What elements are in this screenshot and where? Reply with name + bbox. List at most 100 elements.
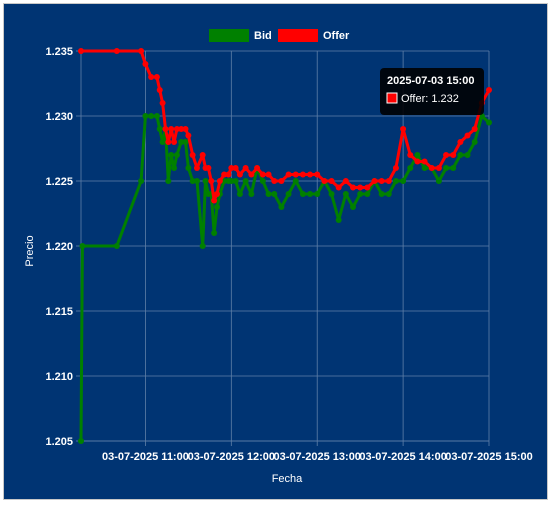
data-point-offer [193,165,200,171]
data-point-offer [328,178,335,184]
data-point-bid [421,165,428,171]
data-point-offer [464,132,471,139]
data-point-bid [168,152,175,158]
data-point-offer [178,126,185,132]
data-point-offer [371,178,378,184]
legend-item-offer[interactable]: Offer [278,29,350,42]
tooltip-offer-swatch [386,92,398,104]
data-point-offer [321,178,328,184]
series [78,48,492,444]
data-point-offer [435,165,442,171]
data-point-bid [285,191,292,197]
legend-swatch-offer [278,29,318,42]
data-point-bid [364,191,371,197]
data-point-offer [385,178,392,184]
data-point-offer [428,165,435,171]
data-point-offer [211,197,218,204]
x-tick-label: 03-07-2025 15:00 [445,451,532,463]
legend-label-offer: Offer [323,30,350,42]
data-point-bid [486,119,492,126]
y-tick-label: 1.220 [45,241,73,253]
data-point-bid [400,178,407,184]
data-point-offer [407,152,414,158]
data-point-offer [335,184,342,191]
price-chart: 1.205 1.210 1.215 1.220 1.225 1.230 1.235 03-07… [24,29,533,485]
data-point-offer [292,171,299,178]
data-point-bid [443,165,450,171]
data-point-bid [165,178,172,184]
data-point-offer [225,171,232,178]
data-point-bid [407,165,414,171]
data-point-bid [214,204,220,210]
tooltip-body: Offer: 1.232 [401,93,459,105]
x-tick-label: 03-07-2025 14:00 [359,451,446,463]
data-point-bid [185,165,192,171]
data-point-bid [357,191,364,197]
data-point-offer [159,100,166,106]
data-point-offer [450,152,457,158]
data-point-bid [314,191,321,197]
tooltip-title: 2025-07-03 15:00 [387,75,474,87]
data-point-offer [138,48,145,54]
data-point-offer [443,152,450,158]
data-point-bid [435,178,442,184]
data-point-bid [299,191,306,197]
data-point-bid [236,191,243,197]
data-point-bid [248,191,255,197]
legend[interactable]: Bid Offer [209,29,350,42]
data-point-bid [148,113,155,119]
data-point-bid [265,191,272,197]
data-point-offer [232,165,239,171]
data-point-offer [271,178,278,184]
data-point-offer [364,184,371,191]
data-point-bid [178,139,185,145]
data-point-bid [335,217,342,223]
data-point-bid [202,178,209,184]
legend-item-bid[interactable]: Bid [209,29,272,42]
data-point-offer [285,171,292,178]
data-point-bid [271,191,278,197]
data-point-bid [189,178,196,184]
data-point-bid [385,191,392,197]
data-point-offer [171,139,178,145]
y-tick-label: 1.210 [45,371,73,383]
data-point-bid [79,243,86,249]
data-point-bid [457,152,464,158]
data-point-offer [248,171,255,178]
data-point-offer [199,152,206,158]
tooltip-box [380,68,484,115]
data-point-offer [153,74,160,80]
data-point-offer [259,171,266,178]
axes: 1.205 1.210 1.215 1.220 1.225 1.230 1.235 03-07… [45,46,532,463]
data-point-offer [278,178,285,184]
legend-swatch-bid [209,29,249,42]
x-tick-label: 03-07-2025 12:00 [188,451,275,463]
data-point-bid [292,178,299,184]
tooltip: 2025-07-03 15:00 Offer: 1.232 [380,68,484,115]
data-point-offer [221,171,228,178]
y-tick-label: 1.230 [45,111,73,123]
data-point-offer [189,152,196,158]
data-point-offer [205,165,212,171]
data-point-offer [421,158,428,165]
data-point-offer [208,178,215,184]
data-point-bid [232,178,239,184]
data-point-bid [171,165,178,171]
data-point-offer [392,165,399,171]
data-point-bid [242,178,249,184]
data-point-bid [350,204,356,210]
data-point-bid [113,243,120,249]
data-point-bid [259,178,266,184]
data-point-bid [342,191,349,197]
data-point-bid [450,165,457,171]
data-point-offer [486,87,492,93]
data-point-offer [350,184,356,191]
data-point-bid [138,178,145,184]
data-point-bid [153,113,160,119]
x-tick-label: 03-07-2025 11:00 [102,451,189,463]
data-point-bid [182,139,189,145]
data-point-bid [228,178,235,184]
data-point-bid [464,152,471,158]
x-tick-label: 03-07-2025 13:00 [273,451,360,463]
data-point-offer [228,165,235,171]
